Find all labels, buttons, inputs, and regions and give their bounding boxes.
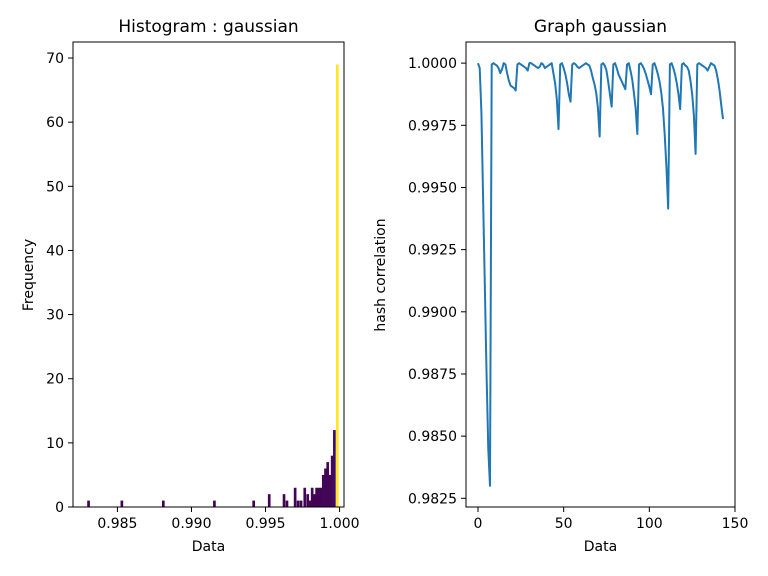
histogram-y-tick-label-0: 0	[55, 500, 64, 516]
line-graph-x-axis-label: Data	[584, 539, 617, 555]
histogram-x-tick-label-3: 1.000	[320, 516, 360, 532]
line-graph-y-tick-label-1: 0.9850	[408, 429, 457, 445]
histogram-x-tick-label-1: 0.990	[171, 516, 211, 532]
line-graph-x-tick-label-2: 100	[636, 516, 663, 532]
histogram-bar-7	[285, 500, 289, 507]
line-graph-x-tick-label-3: 150	[722, 516, 749, 532]
histogram-bar-3	[213, 500, 216, 507]
histogram-y-tick-label-4: 40	[46, 243, 64, 259]
histogram-y-tick-label-1: 10	[46, 436, 64, 452]
histogram-bar-17	[317, 487, 321, 507]
line-graph-y-tick-label-3: 0.9900	[408, 305, 457, 321]
line-graph-y-tick-label-2: 0.9875	[408, 367, 457, 383]
histogram-bar-25	[336, 64, 339, 507]
histogram-bar-6	[282, 494, 286, 507]
histogram-bar-18	[319, 487, 323, 507]
histogram-bars	[87, 64, 339, 507]
histogram-bar-8	[293, 487, 297, 507]
line-graph-y-axis-label: hash correlation	[373, 218, 389, 331]
histogram-bar-13	[308, 500, 312, 507]
histogram-bar-12	[306, 494, 310, 507]
histogram-bar-0	[87, 500, 90, 507]
histogram-x-tick-label-2: 0.995	[245, 516, 285, 532]
histogram-ticks: 0.985 0.990 0.995 1.000 0 10 20 30 40 50 60 70	[46, 51, 359, 532]
line-graph-y-tick-label-7: 1.0000	[408, 56, 457, 72]
histogram-bar-10	[299, 500, 303, 507]
line-series-hash-correlation	[477, 62, 725, 487]
histogram-bar-9	[296, 500, 300, 507]
histogram-bar-21	[326, 462, 330, 507]
histogram-y-tick-label-6: 60	[46, 115, 64, 131]
histogram-axes-frame	[72, 41, 345, 508]
histogram-panel: Histogram : gaussian 0.985 0.990 0.995 1.00…	[21, 17, 360, 555]
histogram-x-axis-label: Data	[192, 539, 225, 555]
histogram-bar-24	[333, 430, 336, 507]
histogram-bar-15	[313, 494, 316, 507]
histogram-bar-5	[267, 494, 271, 507]
histogram-x-tick-label-0: 0.985	[97, 516, 137, 532]
histogram-bar-2	[162, 500, 165, 507]
histogram-bar-23	[330, 455, 334, 507]
histogram-bar-1	[120, 500, 124, 507]
histogram-y-tick-label-3: 30	[46, 308, 64, 324]
histogram-y-tick-label-2: 20	[46, 372, 64, 388]
line-graph-x-tick-label-1: 50	[555, 516, 573, 532]
line-graph-panel: Graph gaussian 0 50 100 150 0.9825 0.9850 0.98…	[373, 17, 748, 555]
histogram-bar-11	[303, 487, 307, 507]
histogram-bar-4	[252, 500, 255, 507]
line-graph-x-tick-label-0: 0	[474, 516, 483, 532]
histogram-y-tick-label-7: 70	[46, 51, 64, 67]
histogram-y-tick-label-5: 50	[46, 179, 64, 195]
histogram-title: Histogram : gaussian	[118, 17, 298, 37]
histogram-bar-16	[315, 487, 318, 507]
line-graph-y-tick-label-5: 0.9950	[408, 180, 457, 196]
line-graph-ticks: 0 50 100 150 0.9825 0.9850 0.9875 0.9900 0.9925 0…	[408, 56, 748, 532]
line-graph-y-tick-label-6: 0.9975	[408, 118, 457, 134]
line-graph-y-tick-label-4: 0.9925	[408, 243, 457, 259]
line-graph-y-tick-label-0: 0.9825	[408, 491, 457, 507]
histogram-bar-19	[321, 474, 325, 507]
histogram-bar-22	[328, 474, 332, 507]
line-graph-title: Graph gaussian	[534, 17, 667, 37]
histogram-y-axis-label: Frequency	[21, 239, 37, 311]
histogram-bar-20	[324, 468, 327, 507]
histogram-bar-14	[310, 487, 314, 507]
line-graph-axes-frame	[465, 41, 736, 508]
